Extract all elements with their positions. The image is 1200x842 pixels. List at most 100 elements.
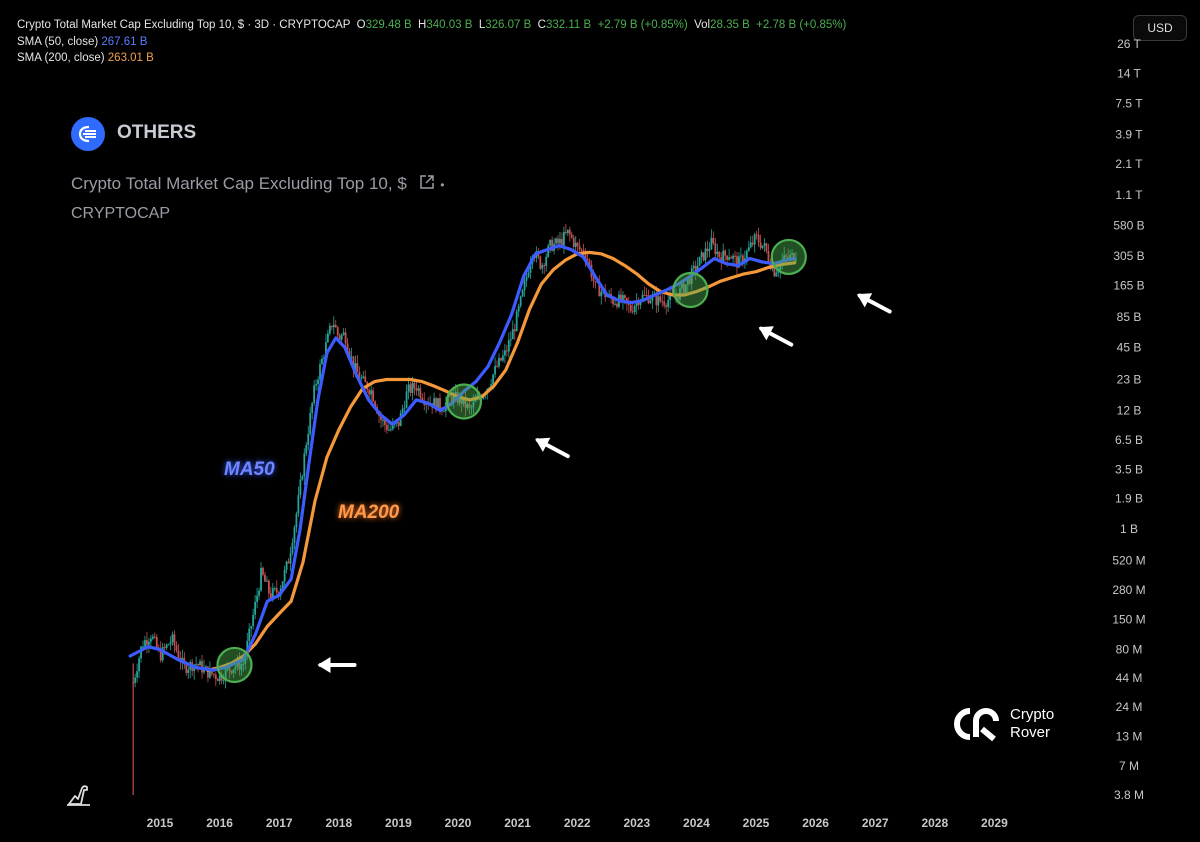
candle-body: [207, 666, 209, 678]
candle-body: [155, 637, 158, 648]
candle-body: [795, 259, 797, 261]
candle-body: [555, 238, 557, 244]
candle-body: [783, 255, 786, 260]
arrow-icon: [535, 437, 570, 459]
candle-body: [722, 250, 725, 264]
candle-body: [686, 278, 689, 285]
candle-body: [586, 258, 589, 261]
candle-body: [616, 303, 618, 307]
currency-selector[interactable]: USD: [1133, 15, 1187, 41]
y-tick-label: 280 M: [1112, 583, 1145, 597]
candle-body: [635, 300, 638, 306]
candle-body: [242, 663, 245, 665]
y-tick-label: 24 M: [1116, 700, 1143, 714]
candle-body: [726, 255, 729, 260]
y-tick-label: 1 B: [1120, 522, 1138, 536]
candle-body: [297, 494, 300, 514]
candle-body: [234, 666, 237, 670]
candle-body: [578, 245, 581, 250]
candle-body: [222, 680, 225, 682]
crypto-rover-brand: Crypto Rover: [950, 706, 1054, 742]
y-tick-label: 13 M: [1116, 729, 1143, 743]
candle-body: [407, 384, 410, 392]
x-tick-label: 2017: [266, 816, 293, 830]
candle-body: [285, 561, 288, 570]
y-tick-label: 3.5 B: [1115, 462, 1143, 476]
candle-body: [492, 374, 495, 385]
candle-body: [557, 238, 559, 244]
candle-body: [470, 407, 473, 409]
candle-body: [684, 284, 687, 294]
candle-body: [498, 357, 500, 367]
sma50-label: SMA (50, close): [17, 36, 99, 48]
sma200-label: SMA (200, close): [17, 52, 105, 64]
candle-body: [759, 242, 762, 248]
candle-body: [472, 401, 475, 408]
price-change: +2.79 B (+0.85%): [597, 19, 688, 31]
candle-body: [507, 340, 510, 352]
candle-body: [443, 411, 445, 413]
crossover-circle: [445, 383, 483, 420]
candle-body: [466, 404, 469, 408]
ma50-annotation: MA50: [224, 459, 275, 480]
others-logo-icon: [71, 117, 105, 151]
candle-body: [592, 277, 595, 282]
x-tick-label: 2027: [862, 816, 889, 830]
volume-value: 28.35 B: [710, 19, 750, 31]
candle-body: [460, 395, 463, 404]
candle-body: [403, 407, 406, 409]
candle-body: [267, 580, 270, 594]
candle-body: [387, 429, 390, 431]
candle-body: [545, 256, 548, 266]
candle-body: [791, 253, 793, 255]
x-tick-label: 2020: [445, 816, 472, 830]
candle-body: [136, 671, 139, 678]
watermark-description: Crypto Total Market Cap Excluding Top 10…: [71, 173, 444, 196]
candle-body: [224, 669, 227, 681]
candle-body: [622, 295, 624, 301]
candle-body: [346, 343, 349, 351]
candle-body: [283, 569, 286, 582]
external-link-icon[interactable]: [418, 173, 436, 196]
candle-body: [171, 634, 174, 643]
tradingview-dino-icon[interactable]: [66, 782, 92, 813]
sma200-legend[interactable]: SMA (200, close) 263.01 B: [17, 52, 154, 64]
candle-body: [651, 295, 654, 301]
y-tick-label: 6.5 B: [1115, 433, 1143, 447]
candle-body: [682, 283, 685, 294]
candle-body: [149, 638, 152, 642]
x-tick-label: 2019: [385, 816, 412, 830]
candle-body: [663, 301, 666, 306]
volume-label: Vol: [694, 19, 711, 31]
candle-body: [380, 415, 382, 421]
y-axis: 3.8 M 7 M 13 M 24 M 44 M 80 M 150 M 280 M 520 M 1…: [1112, 37, 1145, 802]
candle-body: [226, 667, 229, 670]
ohlc-close: C332.11 B: [537, 19, 592, 31]
candle-body: [576, 242, 579, 246]
candle-body: [254, 601, 257, 615]
candle-body: [273, 588, 276, 590]
candle-body: [598, 282, 601, 297]
candle-body: [620, 294, 622, 301]
symbol-title: Crypto Total Market Cap Excluding Top 10…: [17, 19, 351, 31]
candle-body: [266, 580, 268, 582]
candle-body: [293, 527, 296, 543]
x-tick-label: 2023: [623, 816, 650, 830]
candle-body: [612, 298, 614, 305]
candle-body: [240, 664, 243, 670]
candle-body: [450, 397, 453, 402]
candle-body: [572, 237, 575, 247]
sma50-legend[interactable]: SMA (50, close) 267.61 B: [17, 36, 147, 48]
candle-body: [785, 255, 788, 258]
candle-body: [519, 296, 522, 307]
y-tick-label: 150 M: [1112, 613, 1145, 627]
candle-body: [716, 251, 719, 255]
candle-body: [692, 265, 695, 269]
candle-body: [563, 232, 565, 246]
candle-body: [643, 294, 646, 296]
symbol-legend[interactable]: Crypto Total Market Cap Excluding Top 10…: [17, 19, 846, 31]
candle-body: [755, 234, 758, 236]
candle-body: [323, 357, 325, 359]
candle-body: [769, 261, 772, 269]
